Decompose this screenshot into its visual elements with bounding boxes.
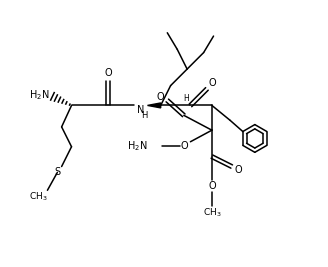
Text: O: O xyxy=(208,181,216,191)
Text: O: O xyxy=(235,166,242,175)
Polygon shape xyxy=(148,103,161,108)
Text: $\mathregular{H_2N}$: $\mathregular{H_2N}$ xyxy=(29,89,50,103)
Text: O: O xyxy=(209,78,216,88)
Text: $\mathregular{CH_3}$: $\mathregular{CH_3}$ xyxy=(203,206,221,219)
Text: O: O xyxy=(157,92,165,101)
Text: $\mathregular{CH_3}$: $\mathregular{CH_3}$ xyxy=(29,191,48,203)
Text: H: H xyxy=(141,111,147,120)
Text: S: S xyxy=(54,167,60,178)
Text: N: N xyxy=(137,105,145,115)
Text: H: H xyxy=(183,94,189,103)
Text: O: O xyxy=(104,68,112,78)
Text: $\mathregular{H_2N}$: $\mathregular{H_2N}$ xyxy=(127,139,148,153)
Text: O: O xyxy=(181,141,189,151)
